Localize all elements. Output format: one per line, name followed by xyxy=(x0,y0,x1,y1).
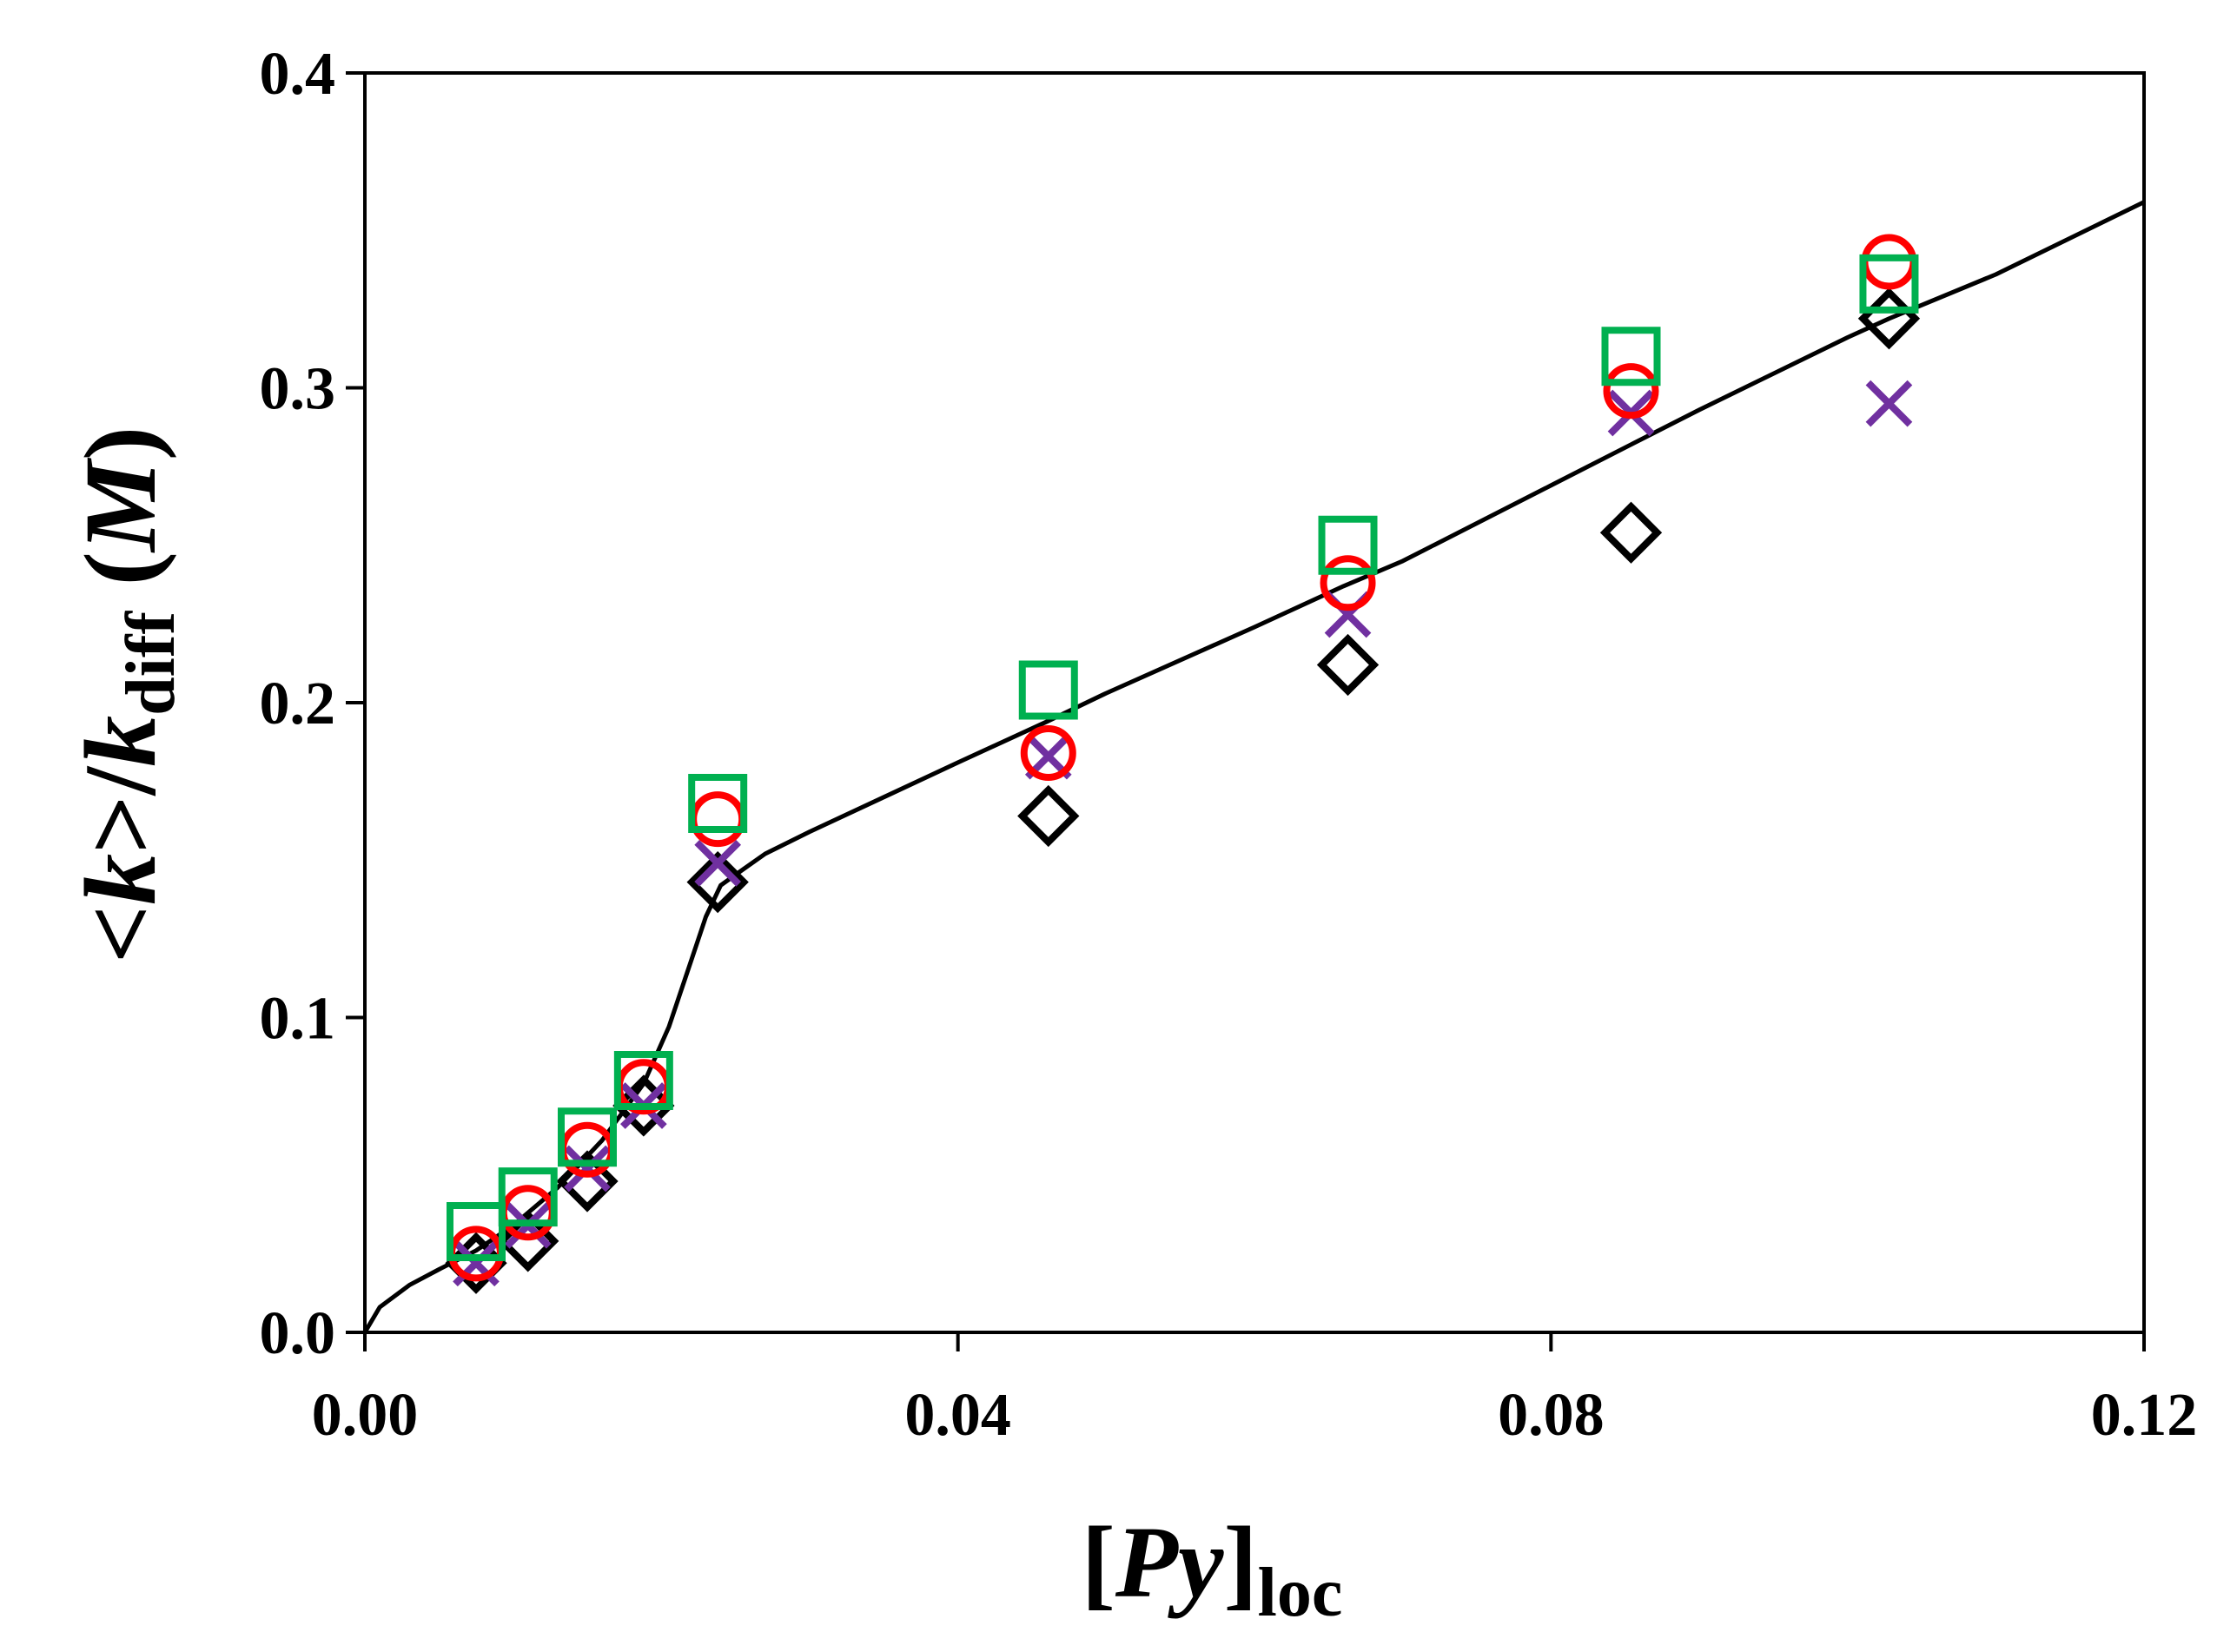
circle-marker xyxy=(1861,234,1917,290)
y-tick-label: 0.2 xyxy=(260,671,336,737)
ticks-group: 0.00 0.04 0.08 0.12 0.0 0.1 0.2 0.3 0.4 xyxy=(260,41,2198,1449)
square-marker xyxy=(613,1051,673,1110)
y-tick-label: 0.0 xyxy=(260,1300,336,1367)
x-tick-label: 0.04 xyxy=(904,1382,1011,1449)
square-marker xyxy=(1601,327,1661,387)
cross-marker xyxy=(564,1145,611,1193)
plot-area xyxy=(363,71,2146,1334)
square-marker xyxy=(688,774,748,833)
diamond-marker xyxy=(1017,784,1080,848)
diamond-marker xyxy=(1316,633,1380,697)
fit-curve-group xyxy=(362,200,2146,1334)
x-tick-label: 0.08 xyxy=(1498,1382,1605,1449)
y-axis-title-k2: k xyxy=(63,716,177,767)
y-axis-title-unit-close: ) xyxy=(63,426,177,460)
y-axis-title-unit: M xyxy=(63,457,177,553)
cross-marker xyxy=(694,840,742,887)
square-marker xyxy=(498,1167,558,1227)
fit-curve xyxy=(362,200,2146,1334)
circle-marker xyxy=(690,791,746,848)
y-axis-title-gt-slash: >/ xyxy=(63,766,177,854)
square-marker xyxy=(558,1107,617,1167)
x-axis-title-prefix: [ xyxy=(1082,1505,1115,1619)
circle-marker xyxy=(1603,363,1659,420)
square-marker xyxy=(1018,660,1078,720)
square-marker xyxy=(1859,254,1919,314)
square-marker xyxy=(447,1202,506,1261)
y-axis-title: <k>/kdiff (M) xyxy=(63,426,189,963)
square-marker xyxy=(1318,515,1378,575)
x-tick-label: 0.12 xyxy=(2091,1382,2198,1449)
plot-frame xyxy=(363,71,2146,1334)
y-tick-label: 0.1 xyxy=(260,986,336,1053)
y-axis-title-lt: < xyxy=(63,905,177,963)
diamond-marker xyxy=(556,1150,619,1213)
diamond-marker xyxy=(1599,501,1663,564)
y-axis-title-unit-open: ( xyxy=(63,552,177,611)
x-axis-title-subscript: loc xyxy=(1258,1555,1343,1631)
x-axis-title-suffix: ] xyxy=(1223,1505,1257,1619)
circle-marker xyxy=(1020,725,1076,781)
diamond-marker xyxy=(612,1074,675,1137)
x-tick-label: 0.00 xyxy=(312,1382,419,1449)
circle-marker xyxy=(1320,555,1376,611)
y-tick-label: 0.4 xyxy=(260,41,336,108)
diamond-marker xyxy=(686,850,749,914)
x-axis-title: [Py]loc xyxy=(1082,1505,1343,1631)
y-axis-title-subscript: diff xyxy=(113,611,189,716)
y-axis-title-k: k xyxy=(63,854,177,905)
y-tick-label: 0.3 xyxy=(260,356,336,423)
x-axis-title-italic: Py xyxy=(1115,1505,1224,1619)
markers-group xyxy=(445,234,1921,1294)
cross-marker xyxy=(1865,380,1913,427)
